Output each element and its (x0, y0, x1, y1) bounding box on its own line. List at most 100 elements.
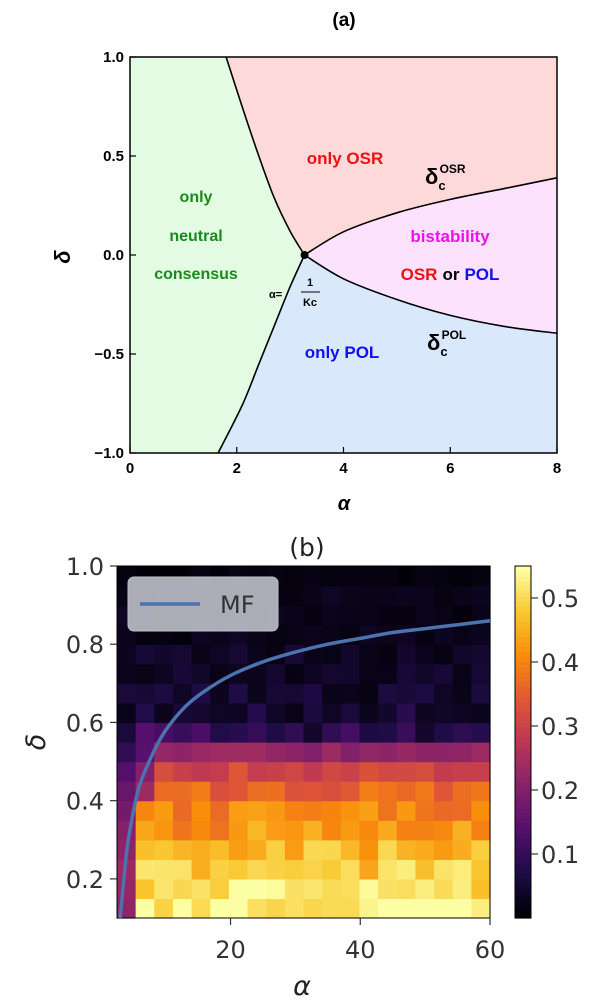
colorbar-segment (515, 782, 531, 788)
colorbar-segment (515, 591, 531, 597)
heatmap-cell (135, 644, 155, 665)
heatmap-cell (210, 644, 230, 665)
heatmap-cell (266, 878, 286, 900)
heatmap-cell (396, 800, 416, 821)
heatmap-cell (247, 663, 267, 684)
heatmap-cell (452, 820, 472, 841)
heatmap-cell (247, 839, 267, 860)
heatmap-cell (322, 761, 342, 782)
heatmap-cell (340, 800, 361, 821)
heatmap-cell (247, 702, 267, 724)
colorbar-segment (515, 566, 531, 572)
heatmap-cell (471, 702, 491, 724)
heatmap-cell (434, 605, 454, 626)
heatmap-cell (471, 878, 491, 900)
heatmap-cell (135, 898, 155, 919)
heatmap-cell (266, 820, 286, 841)
heatmap-cell (266, 898, 286, 919)
colorbar-tick-label: 0.2 (541, 777, 579, 805)
heatmap-cell (396, 624, 416, 645)
heatmap-cell (452, 566, 472, 587)
heatmap-cell (228, 859, 249, 880)
heatmap-cell (434, 644, 454, 665)
heatmap-cell (322, 859, 342, 880)
heatmap-cell (266, 683, 286, 704)
heatmap-cell (247, 859, 267, 880)
heatmap-cell (266, 859, 286, 880)
heatmap-cell (415, 878, 435, 900)
heatmap-cell (172, 859, 193, 880)
heatmap-cell (210, 781, 230, 802)
heatmap-cell (340, 781, 361, 802)
heatmap-cell (452, 800, 472, 821)
heatmap-cell (135, 878, 155, 900)
heatmap-cell (452, 878, 472, 900)
heatmap-cell (359, 722, 379, 743)
heatmap-cell (359, 644, 379, 665)
colorbar-segment (515, 887, 531, 894)
heatmap-cell (117, 820, 137, 841)
heatmap-cell (135, 820, 155, 841)
colorbar (515, 566, 531, 919)
heatmap-cell (303, 605, 323, 626)
colorbar-segment (515, 742, 531, 748)
heatmap-cell (471, 663, 491, 684)
heatmap-cell (266, 702, 286, 724)
heatmap-cell (452, 683, 472, 704)
colorbar-segment (515, 626, 531, 632)
heatmap-cell (452, 605, 472, 626)
heatmap-cell (415, 566, 435, 587)
heatmap-cell (210, 898, 230, 919)
heatmap-cell (284, 878, 305, 900)
heatmap-cell (434, 839, 454, 860)
colorbar-segment (515, 651, 531, 658)
heatmap-cell (210, 702, 230, 724)
heatmap-cell (172, 663, 193, 684)
heatmap-cell (471, 781, 491, 802)
colorbar-segment (515, 721, 531, 728)
heatmap-cell (228, 722, 249, 743)
heatmap-cell (396, 683, 416, 704)
heatmap-cell (117, 722, 137, 743)
colorbar-segment (515, 581, 531, 587)
heatmap-cell (154, 859, 174, 880)
heatmap-cell (396, 898, 416, 919)
heatmap-cell (284, 898, 305, 919)
colorbar-segment (515, 736, 531, 743)
heatmap-cell (228, 820, 249, 841)
heatmap-cell (135, 663, 155, 684)
heatmap-cell (191, 644, 211, 665)
heatmap-cell (415, 702, 435, 724)
heatmap-cell (154, 644, 174, 665)
heatmap-cell (434, 683, 454, 704)
colorbar-segment (515, 636, 531, 643)
heatmap-cell (210, 878, 230, 900)
heatmap-cell (154, 781, 174, 802)
heatmap-cell (284, 761, 305, 782)
heatmap-cell (415, 839, 435, 860)
heatmap-cell (266, 722, 286, 743)
heatmap-cell (396, 839, 416, 860)
heatmap-cell (434, 898, 454, 919)
heatmap-cell (266, 742, 286, 763)
osr-label: only OSR (307, 149, 384, 168)
neutral-label-line-2: neutral (169, 228, 222, 245)
critical-point-label: α= 1 Kc (269, 277, 320, 309)
region-neutral (130, 57, 305, 453)
colorbar-segment (515, 706, 531, 713)
delta-c-pol-base: δ (427, 330, 440, 355)
colorbar-segment (515, 807, 531, 813)
heatmap-cell (396, 820, 416, 841)
heatmap-cell (340, 761, 361, 782)
heatmap-cell (340, 898, 361, 919)
heatmap-cell (228, 839, 249, 860)
colorbar-tick-label: 0.5 (541, 585, 579, 613)
heatmap-cell (322, 605, 342, 626)
heatmap-cell (303, 820, 323, 841)
heatmap-cell (210, 839, 230, 860)
heatmap-cell (378, 859, 398, 880)
heatmap-cell (434, 585, 454, 606)
panel-b-ytick-label: 0.6 (66, 709, 104, 737)
heatmap-cell (322, 663, 342, 684)
heatmap-cell (303, 702, 323, 724)
